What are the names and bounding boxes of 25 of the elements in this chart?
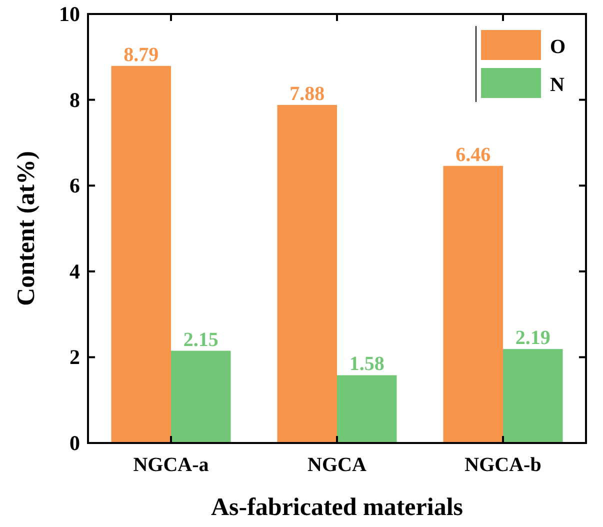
y-tick-label: 2 bbox=[70, 345, 80, 370]
data-label: 6.46 bbox=[456, 144, 491, 166]
x-tick-label: NGCA-a bbox=[133, 454, 209, 476]
bar bbox=[443, 166, 503, 443]
y-tick-label: 6 bbox=[70, 174, 80, 198]
data-label: 8.79 bbox=[124, 44, 159, 66]
bar bbox=[337, 375, 397, 443]
x-axis-title: As-fabricated materials bbox=[210, 494, 464, 521]
y-axis-title: Content (at%) bbox=[13, 151, 40, 306]
y-tick-label: 0 bbox=[70, 431, 80, 455]
data-label: 1.58 bbox=[349, 353, 384, 376]
legend-label: O bbox=[550, 36, 566, 58]
data-label: 7.88 bbox=[290, 82, 325, 105]
bar bbox=[171, 350, 231, 443]
data-label: 2.19 bbox=[515, 327, 550, 350]
data-label: 2.15 bbox=[183, 328, 218, 351]
y-tick-label: 10 bbox=[59, 2, 80, 26]
bar bbox=[111, 66, 171, 443]
x-tick-label: NGCA bbox=[308, 454, 367, 476]
y-tick-label: 4 bbox=[70, 259, 80, 284]
x-tick-label: NGCA-b bbox=[464, 454, 542, 476]
y-tick-label: 8 bbox=[70, 88, 80, 112]
bar bbox=[277, 104, 337, 443]
bar bbox=[503, 349, 563, 443]
legend-label: N bbox=[550, 74, 565, 96]
